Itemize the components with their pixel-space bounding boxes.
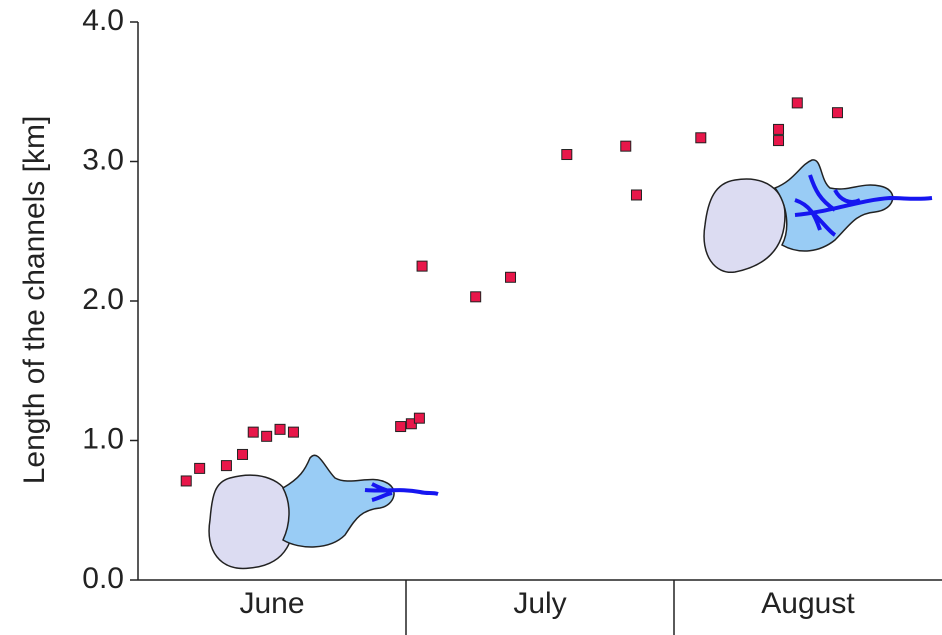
- point: [413, 412, 425, 424]
- point: [287, 426, 299, 438]
- y-tick-label: 0.0: [82, 562, 124, 595]
- point: [620, 140, 632, 152]
- point: [791, 97, 803, 109]
- lake-june: [208, 454, 439, 570]
- point: [630, 189, 642, 201]
- point: [220, 460, 232, 472]
- point: [505, 271, 517, 283]
- point: [695, 132, 707, 144]
- point: [274, 423, 286, 435]
- point: [261, 430, 273, 442]
- x-category-label: June: [239, 587, 304, 620]
- point: [470, 291, 482, 303]
- y-axis-label: Length of the channels [km]: [18, 116, 51, 485]
- y-tick-label: 3.0: [82, 143, 124, 176]
- point: [773, 123, 785, 135]
- point: [416, 260, 428, 272]
- x-category-label: July: [513, 587, 566, 620]
- lake-august: [703, 159, 933, 273]
- y-tick-label: 1.0: [82, 422, 124, 455]
- point: [405, 418, 417, 430]
- y-tick-label: 2.0: [82, 283, 124, 316]
- point: [561, 149, 573, 161]
- point: [395, 421, 407, 433]
- point: [237, 448, 249, 460]
- point: [194, 462, 206, 474]
- point: [247, 426, 259, 438]
- point: [773, 135, 785, 147]
- point: [831, 107, 843, 119]
- point: [180, 475, 192, 487]
- x-category-label: August: [761, 587, 855, 620]
- y-tick-label: 4.0: [82, 4, 124, 37]
